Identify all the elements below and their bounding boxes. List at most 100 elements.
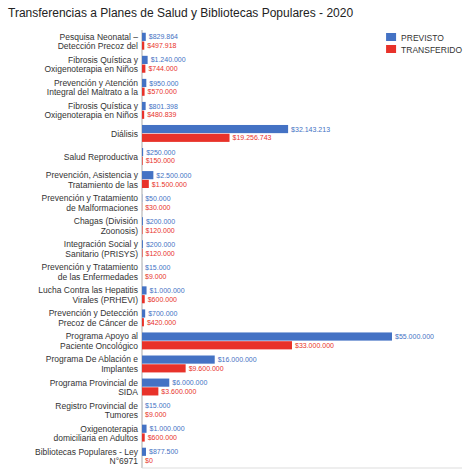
data-label: $120.000 bbox=[146, 250, 175, 257]
bar bbox=[142, 226, 143, 234]
legend-label: TRANSFERIDO bbox=[401, 45, 462, 55]
bar bbox=[142, 456, 143, 464]
bar bbox=[142, 410, 143, 418]
y-tick-label: Prevención y AtenciónIntegral del Maltra… bbox=[47, 78, 138, 98]
y-tick-label: Registro Provincial deTumores bbox=[55, 401, 138, 421]
data-label: $700.000 bbox=[148, 310, 177, 317]
data-label: $16.000.000 bbox=[218, 356, 257, 363]
bar bbox=[142, 402, 143, 410]
bar bbox=[142, 379, 169, 387]
bar bbox=[142, 65, 145, 73]
y-tick-label: Diálisis bbox=[111, 129, 138, 139]
data-label: $9.600.000 bbox=[189, 365, 224, 372]
bar bbox=[142, 79, 146, 87]
bar bbox=[142, 249, 143, 257]
data-label: $2.500.000 bbox=[156, 172, 191, 179]
data-label: $3.600.000 bbox=[161, 388, 196, 395]
bar bbox=[142, 341, 292, 349]
data-labels: $829.864 $497.918 $1.240.000 $744.000 $950.0… bbox=[145, 33, 434, 464]
data-label: $570.000 bbox=[148, 88, 177, 95]
y-tick-label: Prevención y Tratamientode las Enfermeda… bbox=[42, 262, 139, 282]
data-label: $55.000.000 bbox=[395, 333, 434, 340]
data-label: $829.864 bbox=[149, 33, 178, 40]
y-tick-label: Oxigenoterapiadomiciliaria en Adultos bbox=[53, 424, 138, 444]
data-label: $15.000 bbox=[145, 402, 170, 409]
chart: Transferencias a Planes de Salud y Bibli… bbox=[0, 0, 474, 475]
bar bbox=[142, 134, 230, 142]
bar bbox=[142, 332, 392, 340]
y-tick-label: Integración Social ySanitario (PRISYS) bbox=[64, 239, 139, 259]
data-label: $9.000 bbox=[145, 411, 167, 418]
bar bbox=[142, 111, 144, 119]
y-tick-label: Fibrosis Quística yOxigenoterapia en Niñ… bbox=[44, 55, 138, 75]
y-tick-label: Prevención y DetecciónPrecoz de Cáncer d… bbox=[49, 308, 139, 328]
bars bbox=[142, 33, 392, 456]
bar bbox=[142, 272, 143, 280]
legend: PREVISTO TRANSFERIDO bbox=[386, 33, 462, 55]
y-tick-label: Pesquisa Neonatal –Detección Precoz del bbox=[58, 32, 139, 52]
data-label: $200.000 bbox=[146, 218, 175, 225]
data-label: $497.918 bbox=[147, 42, 176, 49]
bar bbox=[142, 125, 288, 133]
y-tick-label: Programa De Ablación eImplantes bbox=[46, 354, 138, 374]
data-label: $15.000 bbox=[145, 264, 170, 271]
data-label: $120.000 bbox=[146, 227, 175, 234]
bar bbox=[142, 263, 143, 271]
bar bbox=[142, 157, 143, 165]
data-label: $30.000 bbox=[145, 204, 170, 211]
bar bbox=[142, 240, 143, 248]
bar bbox=[142, 42, 144, 50]
bar bbox=[142, 56, 148, 64]
y-tick-label: Bibliotecas Populares - LeyN°6971 bbox=[35, 447, 139, 467]
data-label: $19.256.743 bbox=[233, 134, 272, 141]
bar bbox=[142, 102, 146, 110]
data-label: $33.000.000 bbox=[295, 342, 334, 349]
bar bbox=[142, 364, 186, 372]
data-label: $744.000 bbox=[148, 65, 177, 72]
bar bbox=[142, 286, 147, 294]
bar bbox=[142, 448, 146, 456]
data-label: $801.398 bbox=[149, 103, 178, 110]
bar bbox=[142, 433, 145, 441]
data-label: $950.000 bbox=[149, 80, 178, 87]
data-label: $1.240.000 bbox=[151, 56, 186, 63]
y-tick-label: Programa Provincial deSIDA bbox=[50, 378, 139, 398]
bar bbox=[142, 88, 145, 96]
data-label: $6.000.000 bbox=[172, 379, 207, 386]
data-label: $1.000.000 bbox=[150, 425, 185, 432]
bar bbox=[142, 318, 144, 326]
y-tick-label: Fibrosis Quística yOxigenoterapia en Niñ… bbox=[44, 101, 138, 121]
bar bbox=[142, 171, 153, 179]
bar bbox=[142, 217, 143, 225]
bar bbox=[142, 203, 143, 211]
data-label: $600.000 bbox=[148, 434, 177, 441]
bar bbox=[142, 356, 215, 364]
legend-label: PREVISTO bbox=[401, 33, 444, 43]
bar bbox=[142, 180, 149, 188]
y-tick-label: Lucha Contra las HepatitisVirales (PRHEV… bbox=[38, 285, 138, 305]
data-label: $150.000 bbox=[146, 157, 175, 164]
bar bbox=[142, 295, 145, 303]
x-axis-line bbox=[142, 468, 462, 469]
y-tick-label: Prevención y Tratamientode Malformacione… bbox=[42, 193, 139, 213]
y-tick-label: Salud Reproductiva bbox=[64, 152, 138, 162]
bar bbox=[142, 309, 145, 317]
bar bbox=[142, 425, 147, 433]
legend-swatch bbox=[386, 45, 396, 53]
data-label: $420.000 bbox=[147, 319, 176, 326]
legend-swatch bbox=[386, 33, 396, 41]
y-tick-label: Prevención, Asistencia yTratamiento de l… bbox=[46, 170, 139, 190]
y-tick-label: Chagas (DivisiónZoonosis) bbox=[74, 216, 139, 236]
data-label: $200.000 bbox=[146, 241, 175, 248]
data-label: $0 bbox=[145, 457, 153, 464]
data-label: $9.000 bbox=[145, 273, 167, 280]
y-tick-label: Programa Apoyo alPaciente Oncológico bbox=[60, 331, 138, 351]
data-label: $250.000 bbox=[146, 149, 175, 156]
bar bbox=[142, 194, 143, 202]
data-label: $480.839 bbox=[147, 111, 176, 118]
y-tick-labels: Pesquisa Neonatal –Detección Precoz del F… bbox=[35, 32, 139, 467]
data-label: $1.000.000 bbox=[150, 287, 185, 294]
data-label: $1.500.000 bbox=[152, 181, 187, 188]
data-label: $600.000 bbox=[148, 296, 177, 303]
data-label: $50.000 bbox=[145, 195, 170, 202]
